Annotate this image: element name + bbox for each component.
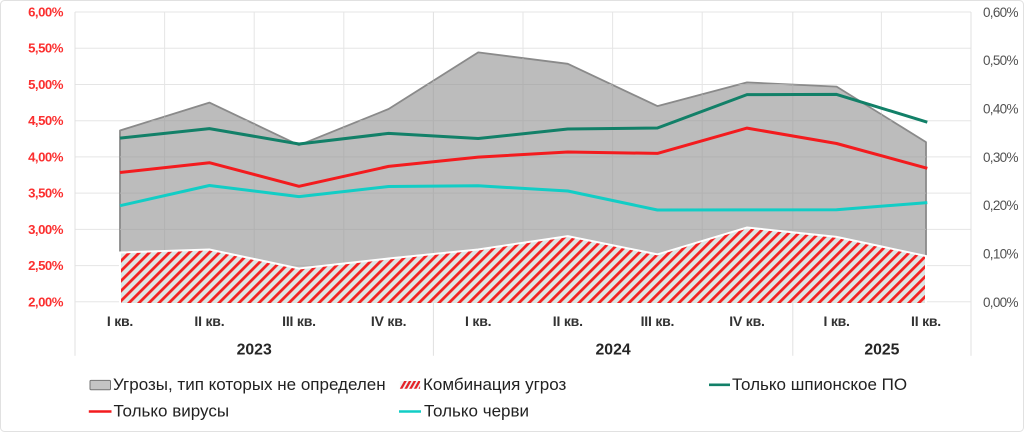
svg-text:Комбинация угроз: Комбинация угроз xyxy=(423,375,567,394)
svg-text:3,00%: 3,00% xyxy=(28,222,64,237)
svg-text:5,00%: 5,00% xyxy=(28,77,64,92)
svg-text:3,50%: 3,50% xyxy=(28,186,64,201)
svg-text:III кв.: III кв. xyxy=(641,313,675,329)
svg-text:2024: 2024 xyxy=(596,342,631,359)
svg-text:0,50%: 0,50% xyxy=(983,53,1018,68)
svg-text:Только черви: Только черви xyxy=(424,401,529,420)
svg-text:III кв.: III кв. xyxy=(282,313,316,329)
svg-text:2,50%: 2,50% xyxy=(28,258,64,273)
svg-text:Угрозы, тип которых не определ: Угрозы, тип которых не определен xyxy=(113,375,386,394)
svg-text:0,20%: 0,20% xyxy=(983,198,1018,213)
svg-text:II кв.: II кв. xyxy=(553,313,583,329)
svg-text:0,30%: 0,30% xyxy=(983,150,1018,165)
svg-text:6,00%: 6,00% xyxy=(28,5,64,20)
svg-text:0,60%: 0,60% xyxy=(983,5,1018,20)
svg-text:5,50%: 5,50% xyxy=(28,41,64,56)
svg-text:2,00%: 2,00% xyxy=(28,294,64,309)
svg-text:IV кв.: IV кв. xyxy=(729,313,764,329)
svg-text:II кв.: II кв. xyxy=(911,313,941,329)
svg-text:2023: 2023 xyxy=(237,342,272,359)
svg-text:4,00%: 4,00% xyxy=(28,149,64,164)
svg-text:I кв.: I кв. xyxy=(107,313,133,329)
svg-text:2025: 2025 xyxy=(864,342,899,359)
svg-text:Только вирусы: Только вирусы xyxy=(114,401,230,420)
svg-text:4,50%: 4,50% xyxy=(28,113,64,128)
svg-text:I кв.: I кв. xyxy=(823,313,849,329)
svg-text:0,00%: 0,00% xyxy=(983,295,1018,310)
svg-text:I кв.: I кв. xyxy=(465,313,491,329)
svg-text:IV кв.: IV кв. xyxy=(371,313,406,329)
svg-text:II кв.: II кв. xyxy=(194,313,224,329)
svg-text:Только шпионское ПО: Только шпионское ПО xyxy=(732,375,907,394)
svg-text:0,40%: 0,40% xyxy=(983,102,1018,117)
svg-text:0,10%: 0,10% xyxy=(983,247,1018,262)
